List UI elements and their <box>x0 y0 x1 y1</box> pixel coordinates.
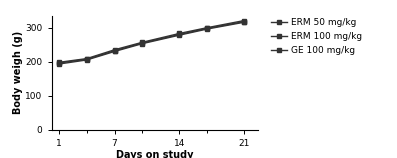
X-axis label: Days on study: Days on study <box>116 150 194 158</box>
GE 100 mg/kg <box>177 34 182 36</box>
ERM 100 mg/kg <box>242 20 247 21</box>
ERM 50 mg/kg <box>242 21 247 23</box>
ERM 100 mg/kg <box>85 58 89 60</box>
GE 100 mg/kg <box>140 43 145 45</box>
GE 100 mg/kg <box>57 63 62 65</box>
ERM 50 mg/kg <box>57 62 62 64</box>
ERM 50 mg/kg <box>177 33 182 35</box>
GE 100 mg/kg <box>85 59 89 61</box>
GE 100 mg/kg <box>112 51 117 52</box>
Line: ERM 100 mg/kg: ERM 100 mg/kg <box>57 18 246 64</box>
ERM 100 mg/kg <box>112 49 117 51</box>
GE 100 mg/kg <box>242 21 247 23</box>
ERM 100 mg/kg <box>177 33 182 34</box>
ERM 50 mg/kg <box>112 50 117 52</box>
Legend: ERM 50 mg/kg, ERM 100 mg/kg, GE 100 mg/kg: ERM 50 mg/kg, ERM 100 mg/kg, GE 100 mg/k… <box>271 18 362 55</box>
ERM 50 mg/kg <box>205 27 210 29</box>
ERM 50 mg/kg <box>140 42 145 44</box>
GE 100 mg/kg <box>205 28 210 30</box>
ERM 100 mg/kg <box>57 61 62 63</box>
Y-axis label: Body weigh (g): Body weigh (g) <box>13 31 23 114</box>
ERM 100 mg/kg <box>140 41 145 43</box>
ERM 50 mg/kg <box>85 58 89 60</box>
Line: GE 100 mg/kg: GE 100 mg/kg <box>57 20 246 66</box>
Line: ERM 50 mg/kg: ERM 50 mg/kg <box>57 19 246 65</box>
ERM 100 mg/kg <box>205 27 210 29</box>
